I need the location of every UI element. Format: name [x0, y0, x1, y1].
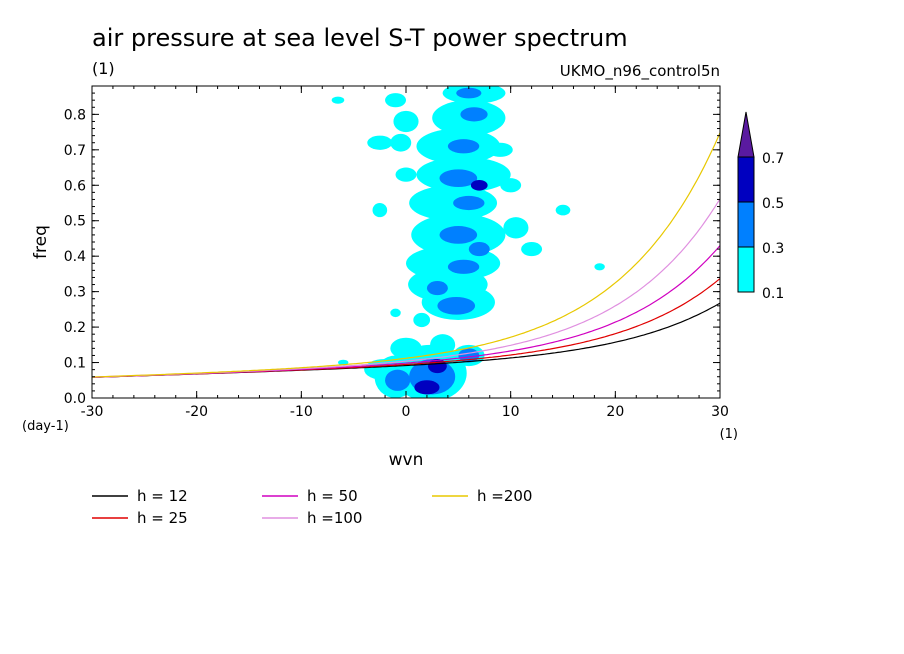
contour-blob-40	[555, 204, 571, 216]
legend-label-h-200: h =200	[477, 487, 532, 505]
colorbar-label: 0.3	[762, 241, 784, 257]
dispersion-curves	[92, 132, 720, 378]
contour-layer	[331, 86, 605, 398]
contour-blob-43	[594, 263, 605, 271]
legend-label-h-50: h = 50	[307, 487, 358, 505]
y-tick-label: 0.4	[64, 249, 86, 265]
contour-blob-38	[503, 217, 529, 239]
y-tick-label: 0.1	[64, 356, 86, 372]
y-unit-label: (day-1)	[22, 419, 69, 434]
contour-blob-41	[500, 178, 522, 193]
contour-blob-19	[468, 242, 490, 257]
legend-label-h-25: h = 25	[137, 509, 188, 527]
y-tick-label: 0.6	[64, 178, 86, 194]
units-label: (1)	[92, 59, 115, 78]
x-tick-label: -30	[81, 404, 104, 420]
x-tick-label: 10	[502, 404, 520, 420]
y-axis-label: freq	[31, 225, 51, 259]
contour-blob-26	[447, 139, 480, 154]
colorbar-segment-2	[737, 156, 755, 203]
y-tick-label: 0.7	[64, 143, 86, 159]
contour-blob-10	[390, 337, 422, 360]
contour-blob-36	[372, 203, 388, 218]
colorbar-label: 0.1	[762, 286, 784, 302]
x-tick-label: 0	[402, 404, 411, 420]
contour-blob-0	[414, 380, 440, 395]
contour-blob-39	[521, 242, 543, 257]
colorbar-arrow	[737, 111, 755, 158]
x-unit-label: (1)	[720, 427, 738, 442]
colorbar-label: 0.5	[762, 196, 784, 212]
contour-blob-45	[390, 308, 401, 318]
contour-blob-30	[456, 87, 482, 99]
contour-blob-44	[413, 312, 431, 328]
y-tick-label: 0.2	[64, 320, 86, 336]
legend: h = 12 h = 25 h = 50 h =100 h =200	[92, 487, 532, 527]
contour-blob-33	[367, 135, 393, 150]
colorbar-label: 0.7	[762, 151, 784, 167]
colorbar-segment-1	[737, 201, 755, 248]
y-tick-label: 0.0	[64, 391, 86, 407]
y-tick-label: 0.8	[64, 107, 86, 123]
x-tick-label: 30	[711, 404, 729, 420]
contour-blob-4	[385, 369, 411, 391]
contour-blob-8	[430, 334, 456, 356]
contour-blob-37	[395, 167, 417, 182]
legend-label-h-100: h =100	[307, 509, 362, 527]
contour-blob-32	[390, 133, 412, 152]
contour-blob-18	[439, 226, 478, 244]
curve-h-200	[92, 132, 720, 378]
y-tick-label: 0.3	[64, 285, 86, 301]
contour-blob-16	[447, 259, 480, 274]
x-tick-label: -10	[290, 404, 313, 420]
contour-blob-23	[439, 169, 478, 188]
x-tick-label: 20	[606, 404, 624, 420]
colorbar-segment-0	[737, 246, 755, 293]
contour-blob-21	[453, 195, 485, 211]
contour-blob-14	[426, 281, 448, 296]
contour-blob-35	[331, 96, 345, 104]
colorbar: 0.1 0.3 0.5 0.7	[737, 111, 784, 302]
dataset-label: UKMO_n96_control5n	[560, 62, 720, 81]
x-axis-label: wvn	[389, 450, 424, 470]
contour-blob-34	[385, 93, 406, 108]
y-tick-label: 0.5	[64, 214, 86, 230]
contour-blob-31	[393, 110, 419, 133]
axis-ticks: -30 -20 -10 0 10 20 30 0.0 0.1 0.2 0.3 0.4 0.5 0.6 0.7…	[64, 86, 729, 420]
contour-blob-28	[460, 107, 488, 122]
contour-blob-42	[487, 142, 513, 157]
x-tick-label: -20	[185, 404, 208, 420]
contour-blob-24	[470, 179, 488, 191]
legend-label-h-12: h = 12	[137, 487, 188, 505]
chart-title: air pressure at sea level S-T power spec…	[92, 24, 628, 52]
contour-blob-12	[437, 296, 476, 315]
